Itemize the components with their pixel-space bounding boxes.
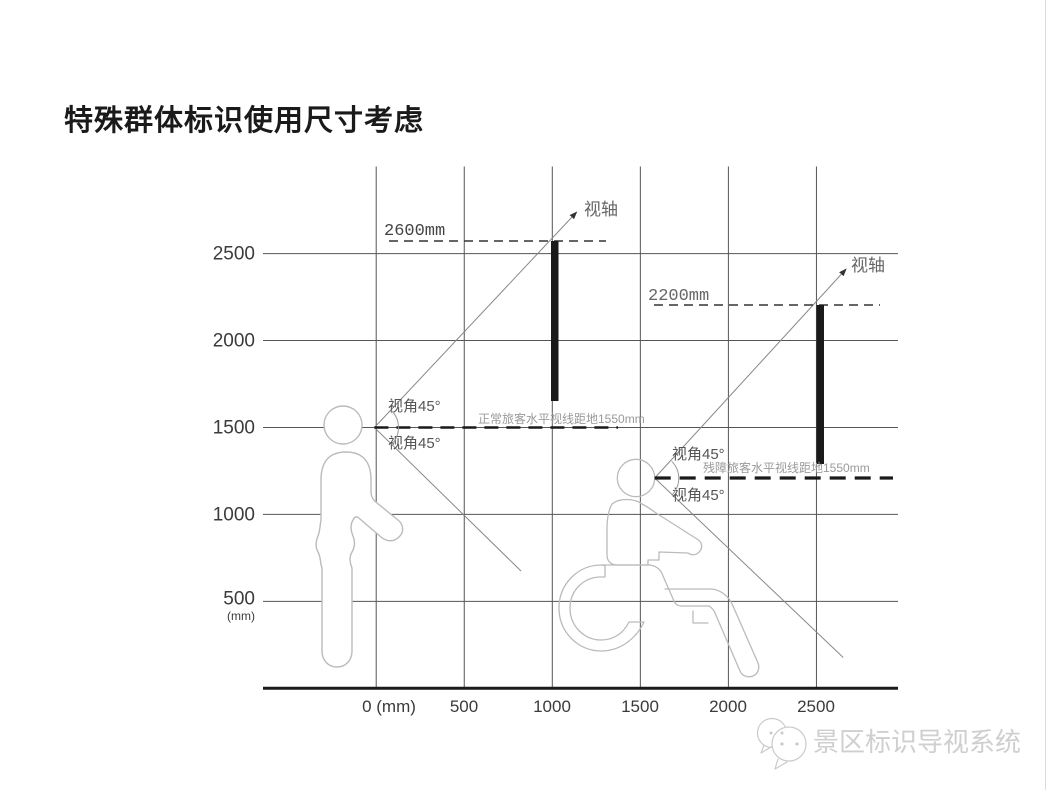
svg-text:视角45°: 视角45° bbox=[672, 446, 725, 463]
svg-text:视轴: 视轴 bbox=[851, 256, 885, 275]
svg-text:1000: 1000 bbox=[533, 697, 571, 716]
svg-text:2000: 2000 bbox=[213, 331, 255, 352]
svg-text:2600mm: 2600mm bbox=[384, 222, 445, 241]
svg-text:景区标识导视系统: 景区标识导视系统 bbox=[813, 727, 1021, 757]
svg-text:1500: 1500 bbox=[621, 697, 659, 716]
svg-text:500: 500 bbox=[450, 697, 478, 716]
svg-text:2000: 2000 bbox=[709, 697, 747, 716]
svg-text:正常旅客水平视线距地1550mm: 正常旅客水平视线距地1550mm bbox=[478, 411, 645, 426]
svg-text:500: 500 bbox=[223, 589, 255, 610]
svg-text:2200mm: 2200mm bbox=[648, 287, 709, 306]
svg-text:2500: 2500 bbox=[213, 244, 255, 265]
svg-text:1000: 1000 bbox=[213, 505, 255, 526]
svg-text:视角45°: 视角45° bbox=[388, 398, 441, 415]
svg-text:2500: 2500 bbox=[797, 697, 835, 716]
svg-text:视轴: 视轴 bbox=[584, 200, 618, 219]
svg-text:0 (mm): 0 (mm) bbox=[362, 697, 416, 716]
svg-text:1500: 1500 bbox=[213, 418, 255, 439]
svg-text:视角45°: 视角45° bbox=[672, 487, 725, 504]
svg-text:残障旅客水平视线距地1550mm: 残障旅客水平视线距地1550mm bbox=[703, 460, 870, 475]
svg-text:(mm): (mm) bbox=[227, 609, 255, 623]
